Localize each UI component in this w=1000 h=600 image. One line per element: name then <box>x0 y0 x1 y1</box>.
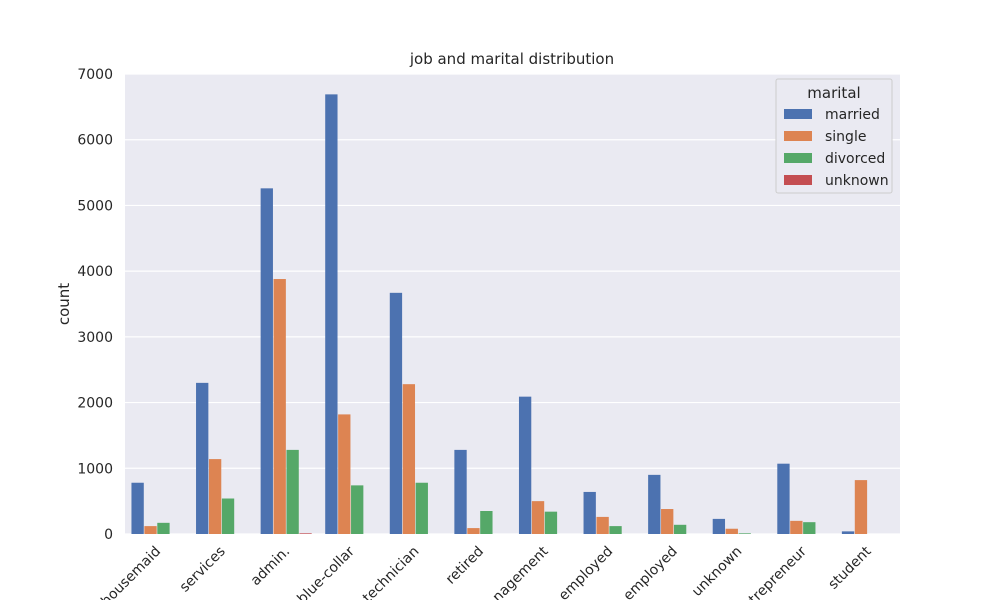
x-tick-label: blue-collar <box>294 543 358 600</box>
y-axis-label: count <box>55 283 73 325</box>
bar-divorced-housemaid <box>157 522 170 534</box>
legend-label-married: married <box>825 107 880 123</box>
bar-divorced-technician <box>415 482 428 534</box>
plot-background <box>125 74 900 534</box>
legend-swatch-divorced <box>784 153 812 163</box>
bar-divorced-entrepreneur <box>803 522 816 534</box>
bar-divorced-services <box>221 498 235 534</box>
bar-single-unknown <box>725 528 738 534</box>
bar-single-technician <box>402 384 416 534</box>
y-tick-label: 4000 <box>77 264 113 280</box>
legend: marital married single divorced unknown <box>775 78 893 194</box>
y-tick-label: 2000 <box>77 396 113 412</box>
x-tick-label: housemaid <box>98 544 164 600</box>
bar-divorced-admin. <box>286 449 299 534</box>
y-tick-label: 5000 <box>77 198 113 214</box>
legend-label-divorced: divorced <box>825 151 885 167</box>
bar-single-self-employed <box>661 509 674 534</box>
bar-single-services <box>208 459 222 534</box>
bar-married-admin. <box>260 188 273 534</box>
bar-married-entrepreneur <box>777 463 790 534</box>
bar-single-management <box>531 501 545 534</box>
bar-divorced-self-employed <box>673 524 687 534</box>
bar-married-housemaid <box>131 482 144 534</box>
bar-married-self-employed <box>648 474 661 534</box>
bar-divorced-unknown <box>738 533 751 534</box>
y-tick-label: 3000 <box>77 330 113 346</box>
bar-married-retired <box>454 449 467 534</box>
bar-single-blue-collar <box>338 414 351 534</box>
x-tick-label: student <box>825 543 875 593</box>
bar-divorced-management <box>544 511 558 534</box>
x-tick-label: technician <box>360 544 423 600</box>
y-tick-label: 6000 <box>77 133 113 149</box>
legend-label-single: single <box>825 129 866 145</box>
chart-title: job and marital distribution <box>409 50 614 68</box>
y-tick-labels: 0 1000 2000 3000 4000 5000 6000 7000 <box>77 67 113 543</box>
x-tick-label: unknown <box>689 544 745 600</box>
legend-label-unknown: unknown <box>825 173 889 189</box>
x-tick-label: nagement <box>490 543 552 600</box>
bar-single-housemaid <box>144 526 157 534</box>
x-tick-label: admin. <box>248 544 293 589</box>
bar-single-retired <box>467 528 480 534</box>
x-tick-label: employed <box>620 544 680 600</box>
x-tick-label: retired <box>443 544 487 588</box>
bar-married-technician <box>389 292 403 534</box>
bar-single-entrepreneur <box>790 520 803 534</box>
bars <box>131 94 868 535</box>
bar-married-unknown <box>712 518 726 534</box>
bar-married-student <box>841 531 855 534</box>
grid-lines <box>125 73 900 535</box>
bar-single-unemployed <box>596 516 609 534</box>
y-tick-label: 7000 <box>77 67 113 83</box>
bar-divorced-blue-collar <box>351 485 364 534</box>
bar-married-unemployed <box>583 491 596 534</box>
y-tick-label: 0 <box>104 527 113 543</box>
x-tick-label: trepreneur <box>746 543 810 600</box>
x-tick-labels: housemaid services admin. blue-collar techni… <box>98 543 875 600</box>
legend-title: marital <box>807 84 860 102</box>
legend-swatch-single <box>784 131 812 141</box>
x-tick-label: services <box>177 544 229 596</box>
legend-box <box>775 78 893 194</box>
bar-married-management <box>518 396 532 534</box>
x-tick-label: employed <box>556 544 616 600</box>
legend-swatch-unknown <box>784 175 812 185</box>
bar-single-admin. <box>273 279 286 534</box>
legend-items: married single divorced unknown <box>784 107 889 189</box>
bar-single-student <box>854 480 868 534</box>
bar-divorced-retired <box>480 511 493 534</box>
bar-divorced-unemployed <box>609 526 622 534</box>
legend-swatch-married <box>784 109 812 119</box>
bar-unknown-admin. <box>299 533 312 534</box>
bar-married-services <box>196 382 209 534</box>
bar-married-blue-collar <box>325 94 338 535</box>
y-tick-label: 1000 <box>77 461 113 477</box>
